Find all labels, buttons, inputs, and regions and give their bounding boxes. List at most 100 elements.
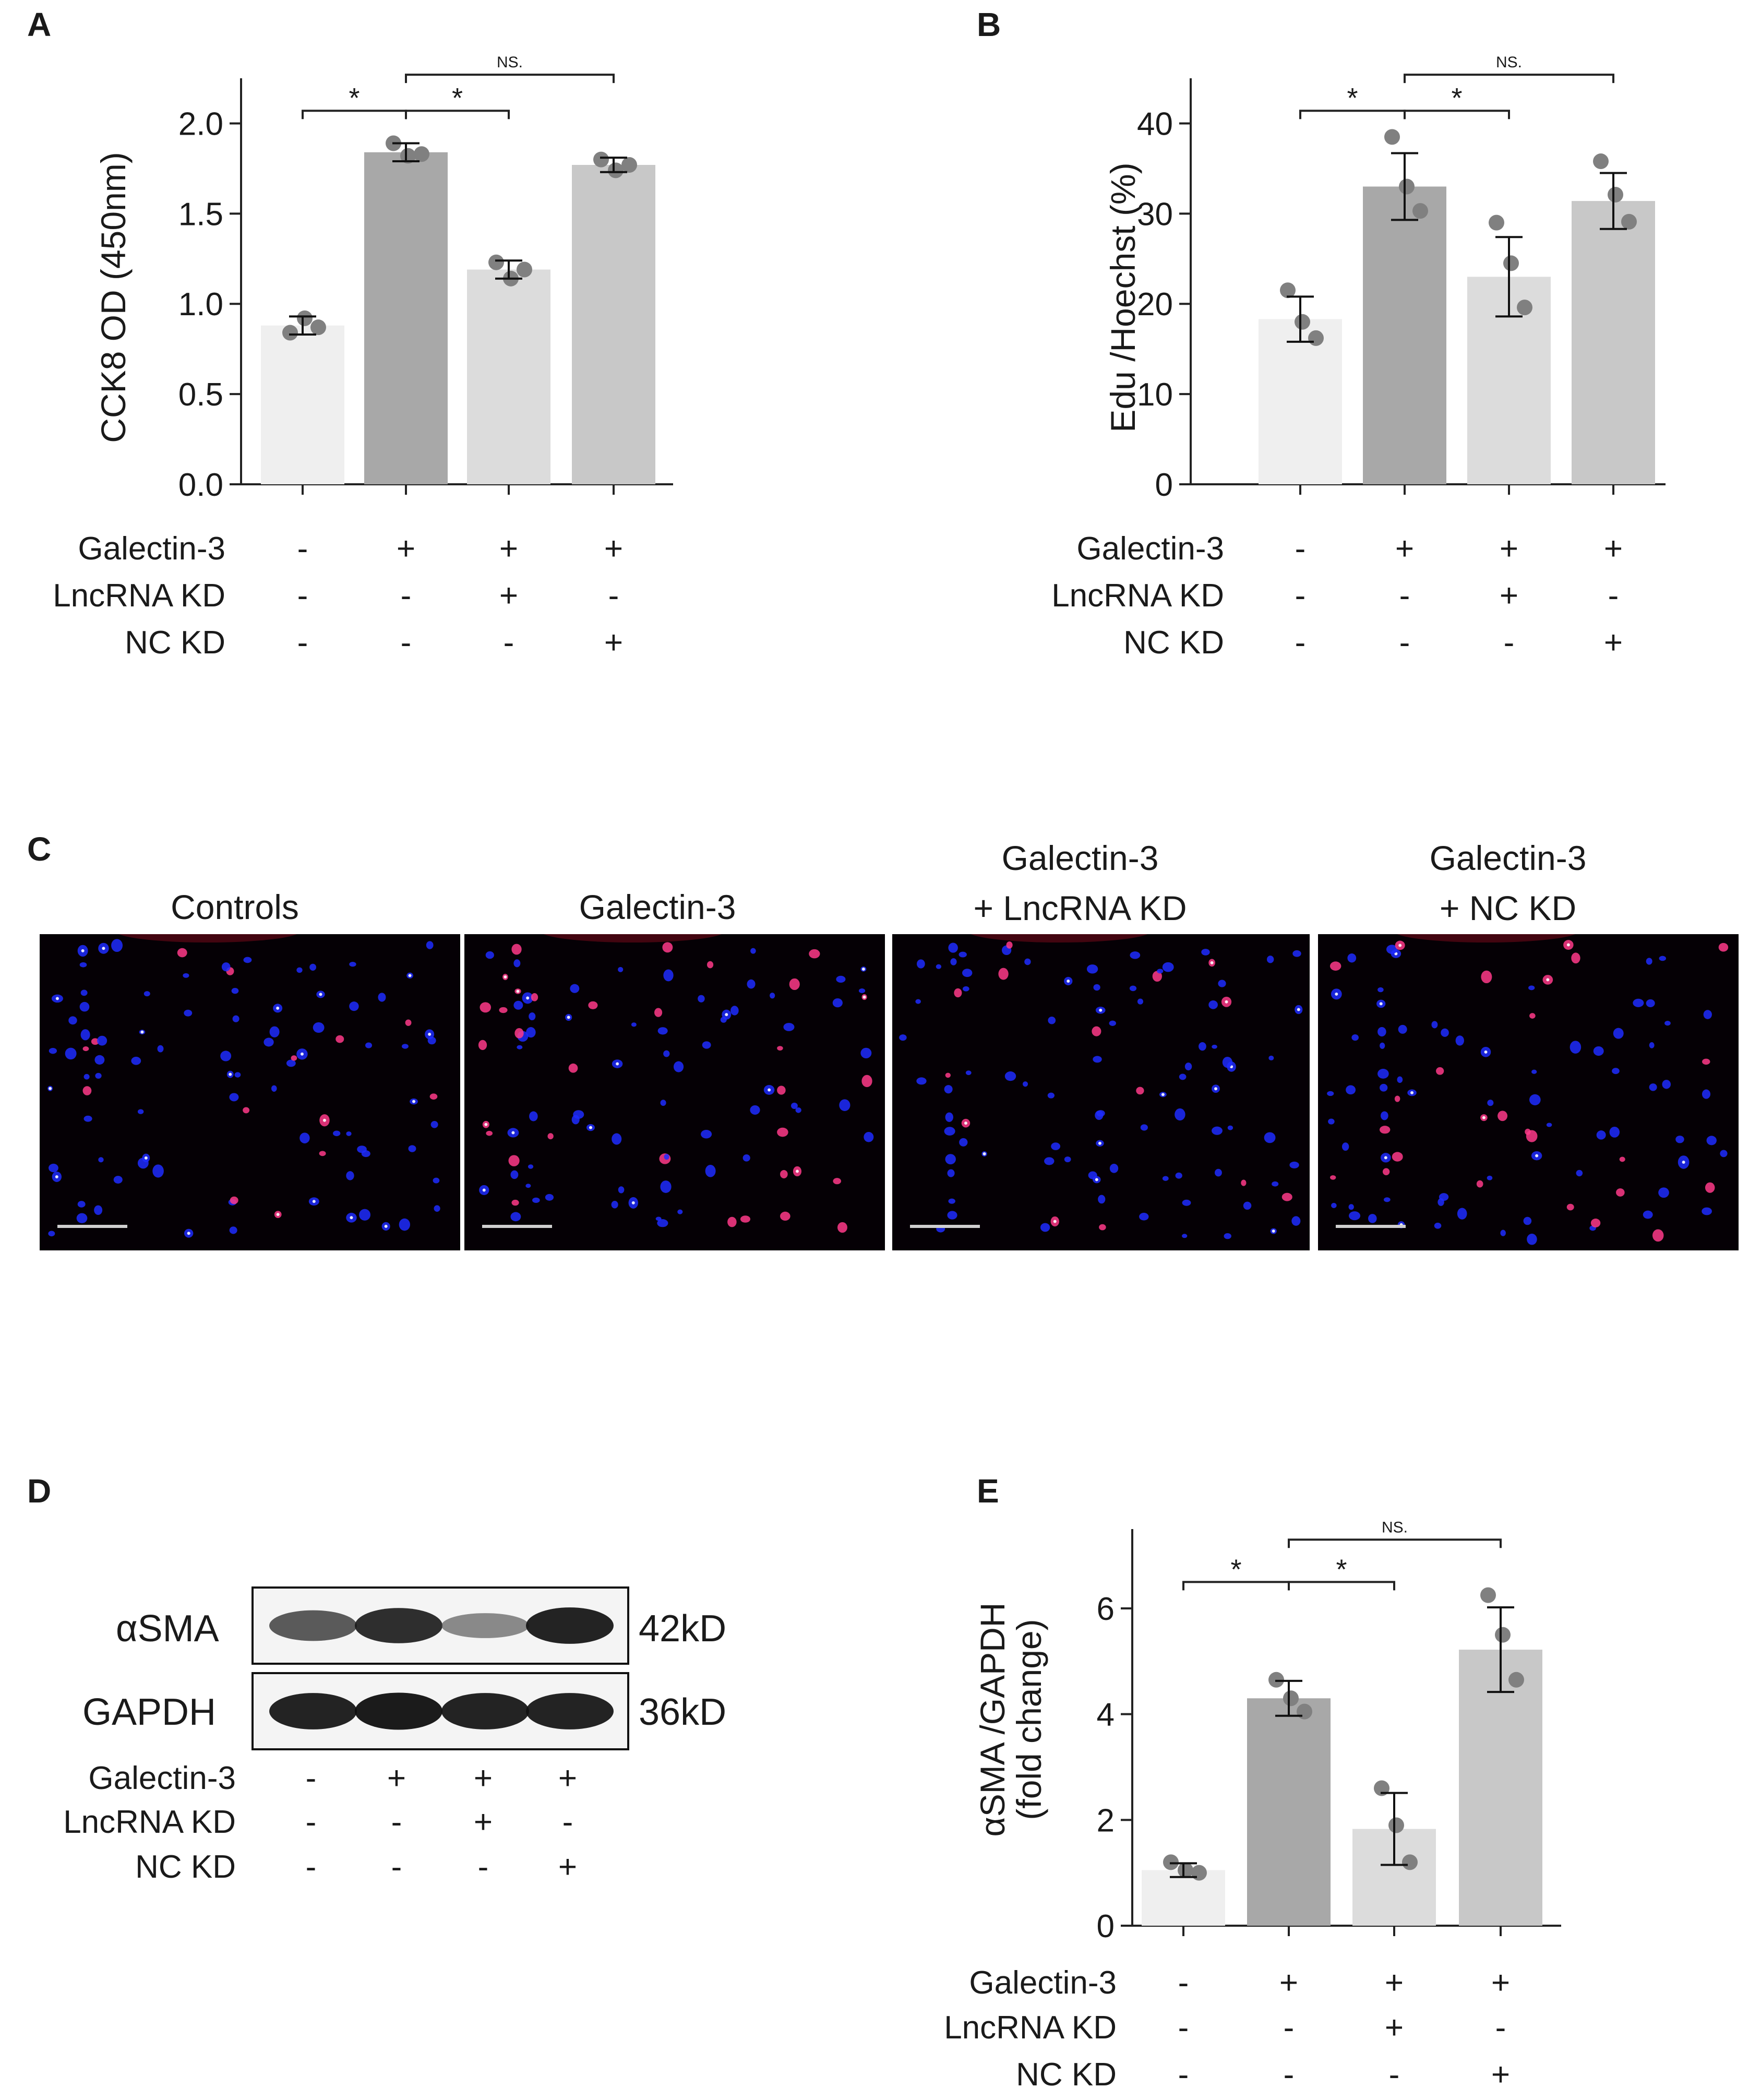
micrograph-2-nucleus-45 [945,1154,956,1165]
micrograph-galectin3 [464,934,885,1250]
micrograph-0-highlight-58 [300,1052,304,1056]
micrograph-3-nucleus-27 [1498,1111,1508,1121]
micrograph-title-3-line-0: Galectin-3 [1429,839,1587,877]
micrograph-3-edge-glow [1397,934,1575,942]
micrograph-2-nucleus-40 [998,968,1009,980]
blot-cond-label-1: LncRNA KD [63,1804,236,1840]
micrograph-1-nucleus-4 [789,978,800,991]
blot-sign-0-0: - [306,1760,317,1796]
micrograph-1-nucleus-46 [750,948,756,954]
micrograph-0-nucleus-56 [111,939,123,952]
chart-b-ytick-label-1: 10 [1137,377,1173,413]
micrograph-2-nucleus-14 [1064,1156,1071,1163]
chart-e-ytick-label-1: 2 [1097,1803,1115,1839]
chart-b-point-2-1 [1503,255,1519,271]
micrograph-2-nucleus-63 [948,1198,955,1204]
micrograph-1-nucleus-17 [526,1027,536,1038]
micrograph-2-nucleus-73 [962,969,973,977]
chart-b-point-3-0 [1593,153,1609,170]
micrograph-3-nucleus-46 [1380,1083,1388,1092]
chart-e-plot: 0 2 4 6 * * NS. Galectin-3 - + + + LncRNA KD - - + - NC K… [944,1519,1561,2093]
chart-b-bar-3 [1572,201,1655,484]
micrograph-1-nucleus-54 [618,967,624,972]
micrograph-3-nucleus-2 [1702,1058,1710,1065]
micrograph-3-nucleus-52 [1646,999,1655,1007]
blot-sign-0-3: + [558,1760,577,1796]
chart-b-cond-label-2: NC KD [1123,625,1224,661]
micrograph-0-highlight-49 [350,1216,353,1220]
micrograph-2-nucleus-41 [916,959,925,969]
chart-a-bar-2 [467,269,550,484]
chart-b-sign-0-2: + [1500,531,1518,567]
micrograph-0-nucleus-48 [291,1055,297,1061]
chart-a-bar-0 [261,325,344,484]
micrograph-3-nucleus-68 [1662,1080,1671,1089]
micrograph-1-nucleus-65 [662,942,673,953]
micrograph-0-nucleus-40 [98,1157,104,1163]
panel-label-b: B [977,6,1001,43]
micrograph-3-nucleus-65 [1523,1216,1532,1225]
micrograph-2-highlight-89 [1099,1008,1103,1012]
micrograph-1-nucleus-58 [795,1107,801,1113]
micrograph-3-nucleus-29 [1652,1229,1664,1242]
micrograph-1-nucleus-52 [837,1222,847,1233]
micrograph-2-nucleus-48 [1162,1176,1169,1181]
chart-e-sign-0-2: + [1385,1965,1404,2001]
micrograph-1-nucleus-44 [777,1127,788,1137]
micrograph-3-nucleus-49 [1331,1202,1337,1208]
blot-cond-label-2: NC KD [135,1849,236,1885]
chart-b-sign-2-2: - [1504,625,1515,661]
chart-a-point-1-2 [414,146,429,162]
chart-e-sign-0-0: - [1178,1965,1189,2001]
micrograph-3-nucleus-45 [1566,1203,1574,1211]
micrograph-3-highlight-10 [1379,1002,1383,1006]
micrograph-2-nucleus-0 [1289,1161,1299,1168]
micrograph-1-nucleus-64 [618,1186,625,1194]
micrograph-0-highlight-33 [319,993,322,996]
micrograph-1-highlight-87 [482,1188,486,1192]
micrograph-0-nucleus-23 [49,1163,58,1173]
chart-a-sign-0-1: + [397,531,415,567]
micrograph-0-nucleus-55 [80,1029,90,1041]
micrograph-0-nucleus-81 [97,1035,107,1046]
micrograph-3-nucleus-19 [1528,985,1535,991]
micrograph-3-nucleus-60 [1439,1193,1449,1201]
micrograph-3-nucleus-21 [1476,1180,1483,1188]
micrograph-2-nucleus-10 [1241,1179,1247,1186]
micrograph-1-nucleus-88 [573,1110,584,1119]
micrograph-3-highlight-75 [1682,1160,1685,1164]
chart-e-ylabel-line-1: (fold change) [1010,1619,1048,1820]
micrograph-2-nucleus-81 [948,942,958,953]
micrograph-0-nucleus-14 [131,1056,141,1065]
blot-band-0-2 [441,1613,529,1638]
chart-e-sign-2-0: - [1178,2057,1189,2093]
chart-a-ylabel: CCK8 OD (450nm) [94,152,133,443]
micrograph-2-nucleus-6 [1092,1026,1101,1036]
micrograph-2-nucleus-75 [1212,1126,1223,1135]
micrograph-2-nucleus-88 [959,951,967,958]
micrograph-3-highlight-77 [1482,1116,1486,1119]
micrograph-3-nucleus-72 [1619,1156,1625,1162]
micrograph-2-nucleus-56 [1088,1171,1097,1179]
micrograph-3-nucleus-59 [1546,1123,1552,1127]
chart-a-sig-label-2: NS. [497,54,523,71]
micrograph-3-nucleus-63 [1633,998,1644,1007]
chart-e-point-0-0 [1163,1854,1179,1870]
chart-b-cond-label-1: LncRNA KD [1051,578,1224,614]
micrograph-1-nucleus-59 [861,1075,872,1088]
micrograph-2-nucleus-28 [1175,1172,1182,1179]
micrograph-1-nucleus-74 [513,1000,523,1010]
micrograph-1-highlight-11 [861,967,865,971]
micrograph-2-nucleus-93 [1215,1168,1222,1177]
chart-b-point-1-1 [1399,178,1415,195]
chart-b-sign-2-0: - [1295,625,1306,661]
micrograph-3-nucleus-5 [1341,1142,1349,1151]
micrograph-3-nucleus-14 [1659,956,1667,961]
micrograph-1-nucleus-34 [570,984,580,993]
micrograph-0-nucleus-88 [234,1072,241,1078]
micrograph-1-highlight-2 [511,1131,515,1135]
micrograph-2-nucleus-16 [1218,980,1226,987]
panel-label-d: D [27,1472,52,1510]
chart-e-point-1-0 [1268,1672,1284,1688]
chart-b-sign-0-1: + [1395,531,1414,567]
